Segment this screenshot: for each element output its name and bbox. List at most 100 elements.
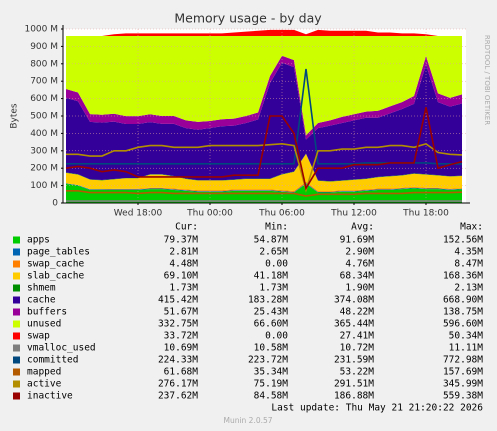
x-tick-label: Thu 18:00 — [402, 209, 449, 219]
stats-value: 84.58M — [254, 391, 289, 402]
stats-value: 0.00 — [265, 331, 288, 342]
stats-value: 374.08M — [334, 295, 374, 306]
y-tick-label: 800 M — [30, 59, 58, 69]
stats-value: 365.44M — [334, 319, 374, 330]
stats-value: 51.67M — [164, 307, 199, 318]
stats-value: 1.90M — [345, 283, 374, 294]
stats-value: 41.18M — [254, 271, 289, 282]
legend-swatch — [13, 296, 20, 304]
legend-label: committed — [27, 355, 78, 366]
stats-value: 11.11M — [449, 343, 484, 354]
stats-value: 91.69M — [340, 235, 375, 246]
stats-value: 53.22M — [340, 367, 375, 378]
area-buffers — [66, 55, 462, 140]
y-tick-label: 500 M — [30, 112, 58, 122]
legend-swatch — [13, 284, 20, 292]
legend-swatch — [13, 248, 20, 256]
stats-value: 168.36M — [443, 271, 483, 282]
stats-value: 276.17M — [158, 379, 198, 390]
stats-value: 2.81M — [169, 247, 198, 258]
legend-label: inactive — [27, 391, 73, 402]
y-axis-label: Bytes — [10, 103, 20, 129]
stats-value: 75.19M — [254, 379, 289, 390]
stats-value: 10.72M — [340, 343, 375, 354]
stats-value: 50.34M — [449, 331, 484, 342]
legend-swatch — [13, 320, 20, 328]
stats-value: 415.42M — [158, 295, 198, 306]
stats-value: 186.88M — [334, 391, 374, 402]
side-text: RRDTOOL / TOBI OETIKER — [483, 35, 491, 125]
stats-value: 4.48M — [169, 259, 198, 270]
stats-value: 138.75M — [443, 307, 483, 318]
stats-value: 4.35M — [454, 247, 483, 258]
x-tick-label: Thu 12:00 — [330, 209, 377, 219]
area-swap — [66, 29, 462, 36]
stats-value: 157.69M — [443, 367, 483, 378]
legend-swatch — [13, 356, 20, 364]
stats-value: 2.13M — [454, 283, 483, 294]
legend-swatch — [13, 308, 20, 316]
chart-title: Memory usage - by day — [174, 11, 322, 26]
stats-value: 1.73M — [259, 283, 288, 294]
legend-label: slab_cache — [27, 271, 84, 282]
area-unused — [66, 35, 462, 136]
stats-value: 10.58M — [254, 343, 289, 354]
stats-value: 596.60M — [443, 319, 483, 330]
stats-value: 35.34M — [254, 367, 289, 378]
stats-value: 224.33M — [158, 355, 198, 366]
area-page-tables — [66, 183, 462, 193]
legend-label: swap — [27, 331, 50, 342]
last-update: Last update: Thu May 21 21:20:22 2026 — [271, 403, 483, 414]
legend-label: page_tables — [27, 247, 90, 258]
legend-label: cache — [27, 295, 56, 306]
stats-value: 10.69M — [164, 343, 199, 354]
stats-value: 33.72M — [164, 331, 199, 342]
legend-label: unused — [27, 319, 61, 330]
legend-swatch — [13, 368, 20, 376]
legend-label: shmem — [27, 283, 56, 294]
stats-value: 237.62M — [158, 391, 198, 402]
y-tick-label: 400 M — [30, 129, 58, 139]
legend-swatch — [13, 236, 20, 244]
legend-label: mapped — [27, 367, 61, 378]
stats-value: 231.59M — [334, 355, 374, 366]
x-tick-label: Thu 06:00 — [258, 209, 305, 219]
y-tick-label: 0 — [52, 199, 58, 209]
y-tick-label: 600 M — [30, 94, 58, 104]
y-tick-label: 200 M — [30, 164, 58, 174]
stats-value: 668.90M — [443, 295, 483, 306]
legend-label: swap_cache — [27, 259, 84, 270]
stats-value: 4.76M — [345, 259, 374, 270]
stats-value: 79.37M — [164, 235, 199, 246]
y-tick-label: 1000 M — [24, 25, 58, 35]
area-cache — [66, 62, 462, 182]
line-inactive — [65, 107, 463, 191]
y-tick-label: 300 M — [30, 146, 58, 156]
y-tick-label: 100 M — [30, 181, 58, 191]
stats-value: 345.99M — [443, 379, 483, 390]
legend-label: vmalloc_used — [27, 343, 96, 354]
stats-value: 223.72M — [248, 355, 288, 366]
stats-header: Max: — [460, 222, 483, 233]
line-mapped — [66, 190, 463, 197]
legend-swatch — [13, 380, 20, 388]
stats-value: 2.65M — [259, 247, 288, 258]
stats-value: 332.75M — [158, 319, 198, 330]
area-slab-cache — [66, 153, 462, 192]
stats-value: 8.47M — [454, 259, 483, 270]
stats-value: 66.60M — [254, 319, 289, 330]
y-tick-label: 900 M — [30, 42, 58, 52]
stats-header: Min: — [265, 222, 288, 233]
stats-value: 25.43M — [254, 307, 289, 318]
legend-swatch — [13, 392, 20, 400]
x-tick-label: Wed 18:00 — [114, 209, 163, 219]
legend-swatch — [13, 344, 20, 352]
stats-value: 291.51M — [334, 379, 374, 390]
stats-value: 54.87M — [254, 235, 289, 246]
stats-value: 61.68M — [164, 367, 199, 378]
stats-value: 48.22M — [340, 307, 375, 318]
stats-value: 68.34M — [340, 271, 375, 282]
legend-label: buffers — [27, 307, 67, 318]
stats-value: 772.98M — [443, 355, 483, 366]
